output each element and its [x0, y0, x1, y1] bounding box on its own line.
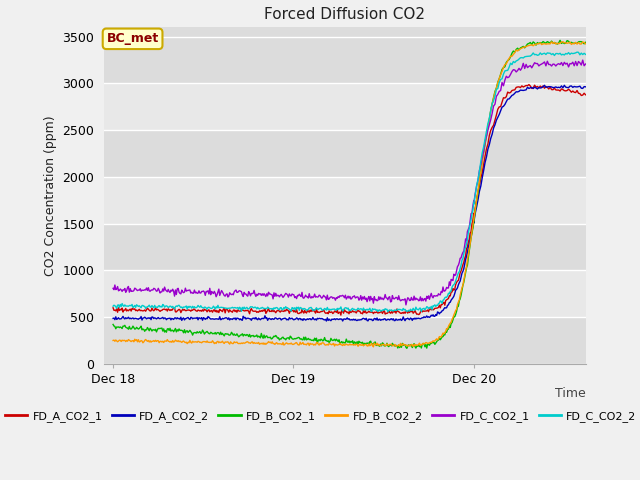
FD_C_CO2_1 [109, 286, 117, 291]
Y-axis label: CO2 Concentration (ppm): CO2 Concentration (ppm) [44, 115, 57, 276]
Legend: FD_A_CO2_1, FD_A_CO2_2, FD_B_CO2_1, FD_B_CO2_2, FD_C_CO2_1, FD_C_CO2_2: FD_A_CO2_1, FD_A_CO2_2, FD_B_CO2_1, FD_B… [1, 407, 640, 426]
FD_B_CO2_1 [428, 339, 436, 345]
FD_B_CO2_1 [582, 39, 589, 45]
FD_B_CO2_2 [582, 41, 589, 47]
Bar [104, 130, 586, 177]
FD_A_CO2_1 [525, 82, 532, 87]
FD_A_CO2_2 [244, 315, 252, 321]
FD_A_CO2_2 [109, 315, 117, 321]
Bar [104, 224, 586, 270]
FD_B_CO2_1 [521, 45, 529, 51]
FD_B_CO2_1 [109, 322, 117, 327]
FD_C_CO2_1 [579, 57, 586, 63]
FD_A_CO2_2 [323, 318, 330, 324]
FD_A_CO2_2 [353, 317, 360, 323]
FD_B_CO2_2 [109, 337, 117, 343]
FD_B_CO2_1 [292, 336, 300, 342]
FD_B_CO2_1 [372, 343, 380, 348]
FD_A_CO2_2 [561, 83, 568, 88]
FD_A_CO2_1 [582, 92, 589, 97]
FD_C_CO2_2 [521, 54, 529, 60]
Bar [104, 177, 586, 224]
FD_C_CO2_1 [521, 66, 529, 72]
FD_A_CO2_1 [373, 309, 381, 315]
FD_C_CO2_1 [582, 61, 589, 67]
FD_B_CO2_1 [244, 332, 252, 338]
FD_A_CO2_2 [292, 316, 300, 322]
FD_C_CO2_1 [351, 295, 359, 301]
Title: Forced Diffusion CO2: Forced Diffusion CO2 [264, 7, 426, 22]
Bar [104, 84, 586, 130]
FD_B_CO2_2 [351, 342, 359, 348]
FD_C_CO2_1 [402, 302, 410, 308]
FD_B_CO2_2 [244, 339, 252, 345]
Bar [104, 317, 586, 364]
FD_C_CO2_1 [244, 293, 252, 299]
FD_A_CO2_2 [428, 313, 436, 319]
Line: FD_C_CO2_1: FD_C_CO2_1 [113, 60, 586, 305]
FD_B_CO2_1 [556, 37, 564, 43]
FD_B_CO2_2 [521, 44, 529, 50]
FD_A_CO2_1 [109, 305, 117, 311]
FD_A_CO2_2 [373, 315, 381, 321]
Bar [104, 270, 586, 317]
FD_B_CO2_2 [292, 340, 300, 346]
FD_B_CO2_1 [351, 340, 359, 346]
FD_C_CO2_1 [428, 294, 436, 300]
Line: FD_B_CO2_1: FD_B_CO2_1 [113, 40, 586, 348]
FD_C_CO2_2 [372, 307, 380, 313]
Line: FD_A_CO2_1: FD_A_CO2_1 [113, 84, 586, 315]
FD_C_CO2_2 [573, 49, 581, 55]
FD_B_CO2_2 [369, 344, 377, 350]
FD_A_CO2_1 [292, 309, 300, 315]
FD_C_CO2_2 [384, 309, 392, 314]
Line: FD_B_CO2_2: FD_B_CO2_2 [113, 42, 586, 347]
FD_B_CO2_2 [428, 339, 436, 345]
FD_B_CO2_2 [548, 39, 556, 45]
FD_C_CO2_2 [351, 307, 359, 313]
FD_B_CO2_2 [373, 340, 381, 346]
FD_A_CO2_2 [521, 87, 529, 93]
FD_A_CO2_1 [428, 306, 436, 312]
Line: FD_C_CO2_2: FD_C_CO2_2 [113, 52, 586, 312]
Text: Time: Time [555, 387, 586, 400]
FD_C_CO2_1 [292, 294, 300, 300]
Bar [104, 36, 586, 84]
FD_A_CO2_1 [337, 312, 345, 318]
FD_C_CO2_2 [292, 307, 300, 313]
FD_A_CO2_2 [582, 84, 589, 90]
FD_C_CO2_2 [244, 306, 252, 312]
FD_A_CO2_1 [244, 307, 252, 313]
FD_A_CO2_1 [521, 84, 529, 89]
FD_C_CO2_1 [372, 297, 380, 302]
FD_A_CO2_1 [353, 310, 360, 316]
FD_C_CO2_2 [582, 51, 589, 57]
FD_B_CO2_1 [403, 346, 411, 351]
Text: BC_met: BC_met [106, 32, 159, 45]
Line: FD_A_CO2_2: FD_A_CO2_2 [113, 85, 586, 321]
FD_C_CO2_2 [109, 303, 117, 309]
FD_C_CO2_2 [428, 307, 436, 312]
